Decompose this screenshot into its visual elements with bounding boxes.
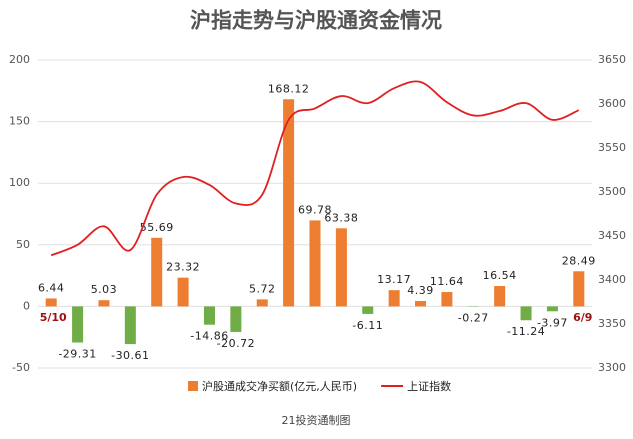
line	[50, 80, 580, 257]
y2-tick-label: 3400	[598, 273, 626, 286]
data-label: 63.38	[324, 211, 358, 224]
bar	[520, 306, 532, 321]
data-label: 5.03	[91, 283, 118, 296]
y-tick-label: 100	[9, 176, 30, 189]
y2-tick-label: 3650	[598, 53, 626, 66]
data-label: 16.54	[483, 269, 517, 282]
data-label: 4.39	[407, 284, 434, 297]
bar	[230, 306, 242, 332]
data-label: 28.49	[562, 254, 596, 267]
bar	[203, 306, 215, 325]
legend-label: 沪股通成交净买额(亿元,人民币)	[202, 379, 357, 393]
bar	[151, 237, 163, 307]
y-tick-label: 200	[9, 53, 30, 66]
y2-tick-label: 3350	[598, 317, 626, 330]
bar	[177, 277, 189, 307]
data-label: 11.64	[430, 275, 464, 288]
x-tick-label: 5/10	[40, 311, 67, 324]
bar	[415, 300, 427, 307]
data-label: -14.86	[190, 330, 228, 343]
bar	[309, 220, 321, 307]
bar	[546, 306, 558, 312]
bar	[441, 292, 453, 307]
y-tick-label: -50	[12, 361, 30, 374]
bar	[283, 99, 295, 307]
data-label: 5.72	[249, 282, 276, 295]
data-label: -20.72	[217, 337, 255, 350]
chart-title: 沪指走势与沪股通资金情况	[190, 8, 442, 33]
bar	[335, 228, 347, 307]
data-label: -3.97	[537, 316, 568, 329]
data-label: -29.31	[58, 348, 96, 361]
y-tick-label: 150	[9, 115, 30, 128]
y2-tick-label: 3600	[598, 97, 626, 110]
data-label: 69.78	[298, 203, 332, 216]
y2-tick-label: 3500	[598, 185, 626, 198]
bar	[124, 306, 136, 345]
data-label: 13.17	[377, 273, 411, 286]
data-label: 168.12	[268, 82, 310, 95]
y-tick-label: 0	[23, 299, 30, 312]
data-label: -0.27	[458, 312, 489, 325]
bar	[494, 286, 506, 307]
data-label: -11.24	[507, 325, 545, 338]
data-label: 6.44	[38, 281, 65, 294]
bar	[573, 271, 585, 307]
y2-tick-label: 3450	[598, 229, 626, 242]
source: 21投资通制图	[282, 413, 351, 427]
data-label: 55.69	[140, 221, 174, 234]
data-label: -6.11	[352, 319, 383, 332]
bar	[98, 300, 110, 307]
legend-swatch	[188, 381, 198, 391]
bar	[256, 299, 268, 307]
y2-tick-label: 3300	[598, 361, 626, 374]
data-label: -30.61	[111, 349, 149, 362]
bar	[72, 306, 84, 343]
bar	[45, 298, 57, 307]
data-label: 23.32	[166, 261, 200, 274]
legend-label: 上证指数	[407, 379, 451, 393]
y2-tick-label: 3550	[598, 141, 626, 154]
bar	[388, 290, 400, 307]
x-tick-label: 6/9	[573, 311, 592, 324]
y-tick-label: 50	[16, 238, 30, 251]
bar	[362, 306, 374, 314]
